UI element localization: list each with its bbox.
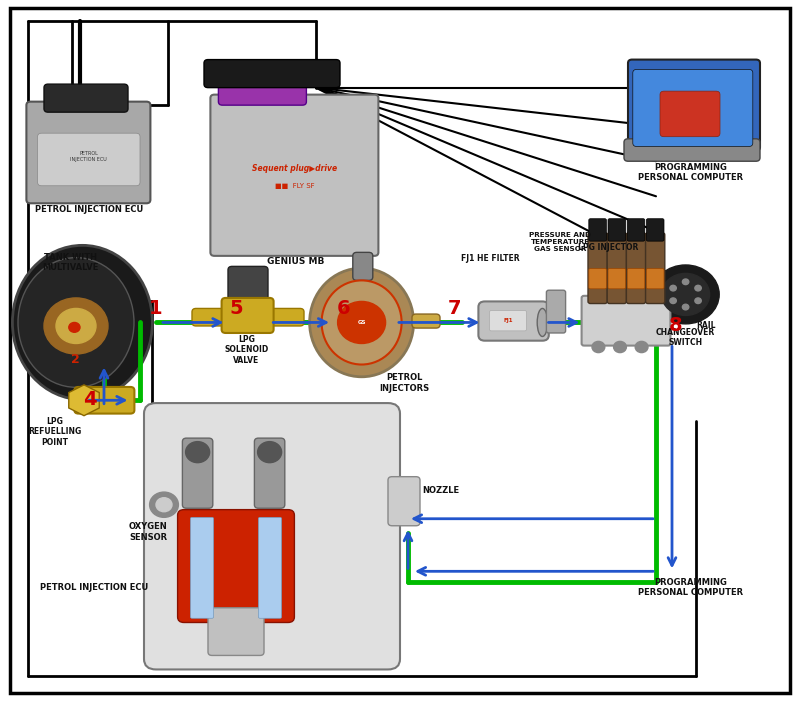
Text: 7: 7 <box>448 299 461 318</box>
Text: PROGRAMMING
PERSONAL COMPUTER: PROGRAMMING PERSONAL COMPUTER <box>638 578 743 597</box>
Circle shape <box>338 301 386 343</box>
FancyBboxPatch shape <box>74 387 134 414</box>
FancyBboxPatch shape <box>607 233 626 304</box>
Circle shape <box>670 285 676 291</box>
Text: PETROL
INJECTION ECU: PETROL INJECTION ECU <box>70 151 107 168</box>
FancyBboxPatch shape <box>10 8 790 693</box>
Circle shape <box>682 304 689 310</box>
Text: PETROL INJECTION ECU: PETROL INJECTION ECU <box>34 205 143 214</box>
Circle shape <box>44 298 108 354</box>
FancyBboxPatch shape <box>264 308 304 326</box>
FancyBboxPatch shape <box>218 70 306 105</box>
Text: 4: 4 <box>82 390 97 409</box>
Text: PROGRAMMING
PERSONAL COMPUTER: PROGRAMMING PERSONAL COMPUTER <box>638 163 743 182</box>
Text: GS: GS <box>358 320 366 325</box>
Text: LPG
SOLENOID
VALVE: LPG SOLENOID VALVE <box>224 335 269 365</box>
FancyBboxPatch shape <box>258 517 282 618</box>
FancyBboxPatch shape <box>628 60 760 151</box>
FancyBboxPatch shape <box>26 102 150 203</box>
Text: GENIUS MB: GENIUS MB <box>267 257 325 266</box>
Circle shape <box>652 265 719 324</box>
Circle shape <box>156 498 172 512</box>
FancyBboxPatch shape <box>353 252 373 280</box>
FancyBboxPatch shape <box>589 219 606 241</box>
Circle shape <box>695 298 702 304</box>
Circle shape <box>682 279 689 285</box>
FancyBboxPatch shape <box>660 91 720 137</box>
Circle shape <box>56 308 96 343</box>
Text: LPG INJECTOR: LPG INJECTOR <box>578 243 638 252</box>
FancyBboxPatch shape <box>626 233 646 304</box>
Text: LPG
REFUELLING
POINT: LPG REFUELLING POINT <box>28 417 81 447</box>
FancyBboxPatch shape <box>624 139 760 161</box>
Text: 2: 2 <box>71 353 79 366</box>
Text: 8: 8 <box>669 316 683 336</box>
Circle shape <box>670 298 676 304</box>
Circle shape <box>635 341 648 353</box>
FancyBboxPatch shape <box>208 608 264 655</box>
Text: OXYGEN
SENSOR: OXYGEN SENSOR <box>129 522 167 542</box>
Text: TANK WITH
MULTIVALVE: TANK WITH MULTIVALVE <box>42 252 98 272</box>
Circle shape <box>150 492 178 517</box>
FancyBboxPatch shape <box>190 517 214 618</box>
FancyBboxPatch shape <box>204 60 340 88</box>
Circle shape <box>695 285 702 291</box>
FancyBboxPatch shape <box>478 301 549 341</box>
Circle shape <box>614 341 626 353</box>
Circle shape <box>69 322 80 332</box>
Text: 1: 1 <box>149 299 163 318</box>
FancyBboxPatch shape <box>388 477 420 526</box>
Ellipse shape <box>485 308 495 336</box>
FancyBboxPatch shape <box>627 219 645 241</box>
Circle shape <box>592 341 605 353</box>
Text: 6: 6 <box>337 299 351 318</box>
Circle shape <box>186 442 210 463</box>
FancyBboxPatch shape <box>178 510 294 622</box>
FancyBboxPatch shape <box>38 133 140 186</box>
FancyBboxPatch shape <box>192 308 232 326</box>
FancyBboxPatch shape <box>144 403 400 669</box>
Circle shape <box>258 442 282 463</box>
FancyBboxPatch shape <box>608 219 626 241</box>
FancyBboxPatch shape <box>546 290 566 333</box>
FancyBboxPatch shape <box>646 233 665 304</box>
Text: PRESSURE AND
TEMPERATURE
GAS SENSOR: PRESSURE AND TEMPERATURE GAS SENSOR <box>529 232 591 252</box>
Circle shape <box>662 273 710 315</box>
FancyBboxPatch shape <box>627 268 645 289</box>
Ellipse shape <box>18 257 134 387</box>
FancyBboxPatch shape <box>44 84 128 112</box>
FancyBboxPatch shape <box>582 296 670 346</box>
Text: RAIL: RAIL <box>696 322 715 330</box>
Text: FJ1 HE FILTER: FJ1 HE FILTER <box>461 254 520 263</box>
FancyBboxPatch shape <box>646 219 664 241</box>
FancyBboxPatch shape <box>254 438 285 508</box>
Text: CHANGEOVER
SWITCH: CHANGEOVER SWITCH <box>656 328 715 348</box>
FancyBboxPatch shape <box>322 314 350 328</box>
FancyBboxPatch shape <box>210 95 378 256</box>
Ellipse shape <box>12 245 152 400</box>
FancyBboxPatch shape <box>490 311 526 331</box>
Text: PETROL INJECTION ECU: PETROL INJECTION ECU <box>40 583 149 592</box>
Text: FJ1: FJ1 <box>503 318 513 323</box>
FancyBboxPatch shape <box>182 438 213 508</box>
FancyBboxPatch shape <box>589 268 606 289</box>
Text: Sequent plug▶drive: Sequent plug▶drive <box>252 164 337 172</box>
Text: NOZZLE: NOZZLE <box>422 486 459 495</box>
Ellipse shape <box>322 280 402 365</box>
Ellipse shape <box>310 268 414 376</box>
FancyBboxPatch shape <box>633 69 753 147</box>
FancyBboxPatch shape <box>228 266 268 308</box>
FancyBboxPatch shape <box>588 233 607 304</box>
Text: ■■  FLY SF: ■■ FLY SF <box>274 183 314 189</box>
FancyBboxPatch shape <box>608 268 626 289</box>
Ellipse shape <box>538 308 548 336</box>
Text: PETROL
INJECTORS: PETROL INJECTORS <box>379 373 429 393</box>
FancyBboxPatch shape <box>412 314 440 328</box>
Text: 5: 5 <box>229 299 243 318</box>
FancyBboxPatch shape <box>646 268 664 289</box>
FancyBboxPatch shape <box>222 298 274 333</box>
